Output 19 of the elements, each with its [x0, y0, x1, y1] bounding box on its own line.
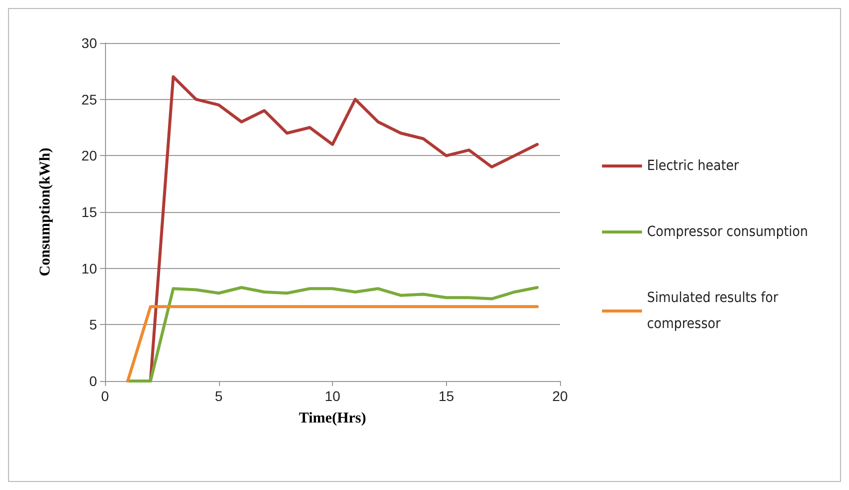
- x-tick-label: 20: [552, 388, 568, 404]
- y-tick-label: 0: [89, 373, 98, 389]
- x-tick-label: 10: [324, 388, 340, 404]
- y-axis-title: Consumption(kWh): [38, 148, 54, 276]
- legend-label: Electric heater: [647, 158, 740, 174]
- x-tick-label: 5: [214, 388, 223, 404]
- y-tick-label: 15: [81, 204, 98, 220]
- y-tick-label: 30: [81, 35, 98, 51]
- legend-label: Simulated results for compressor: [647, 290, 782, 332]
- x-tick-label: 0: [101, 388, 110, 404]
- y-tick-label: 25: [81, 91, 98, 108]
- legend-label: Compressor consumption: [647, 224, 808, 240]
- y-tick-label: 20: [81, 148, 98, 164]
- y-tick-label: 10: [81, 260, 98, 276]
- line-series: [149, 75, 539, 382]
- x-axis-title: Time(Hrs): [298, 410, 366, 426]
- x-tick-label: 15: [438, 388, 454, 404]
- line-series: [126, 286, 539, 382]
- y-tick-label: 5: [89, 316, 98, 333]
